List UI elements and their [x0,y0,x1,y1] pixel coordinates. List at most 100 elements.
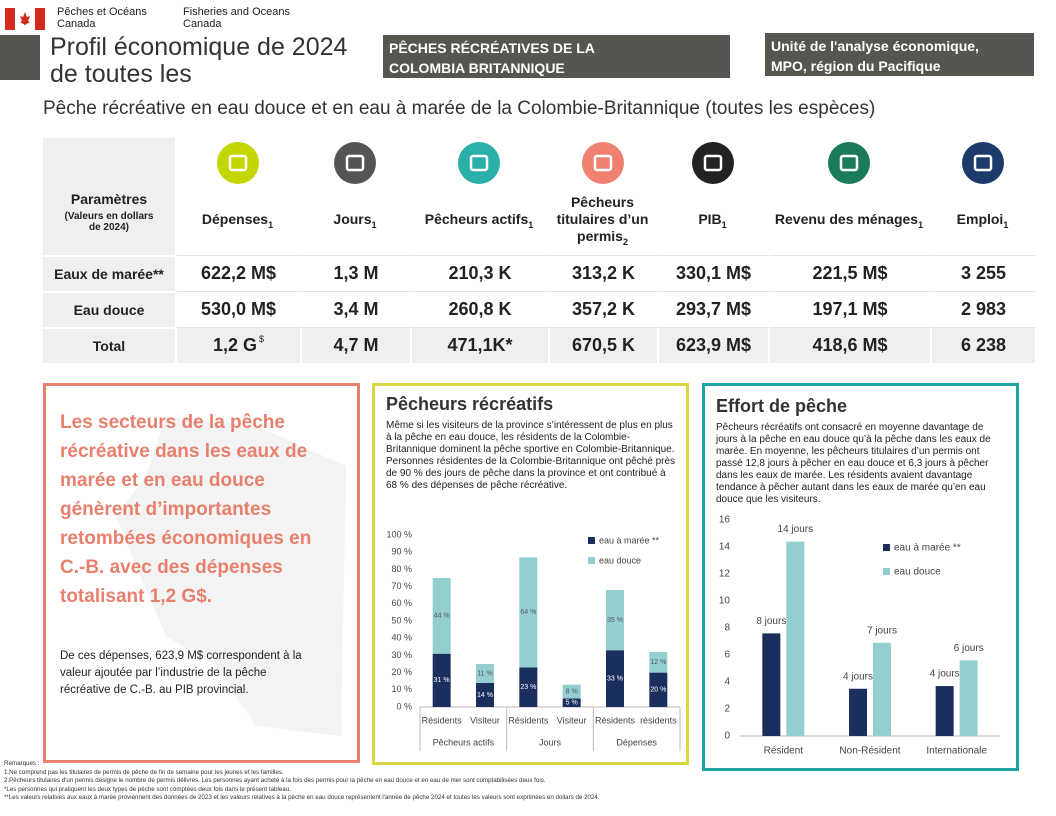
table-cell: 293,7 M$ [657,291,768,327]
flag [5,8,45,30]
cell-value: 2 983 [960,299,1007,319]
table-cell: 471,1K* [410,327,548,363]
table-cell: 530,0 M$ [175,291,300,327]
table-cell: 221,5 M$ [768,255,930,291]
title: Profil économique de 2024 de toutes les [50,34,347,88]
title-marker [0,35,40,80]
cell-value: 1,3 M [333,263,379,283]
column-label: Revenu des ménages [774,211,919,228]
cell-value: 670,5 K [571,335,636,355]
title-line: de toutes les [50,60,192,88]
column-header-text: Emploi1 [957,211,1009,234]
column-header: Emploi1 [930,190,1035,255]
cell-value: 197,1 M$ [812,299,888,319]
panel-text: Même si les visiteurs de la province s’i… [386,420,676,491]
column-sub: 1 [528,219,534,230]
column-header: PIB1 [657,190,768,255]
cell-value: 330,1 M$ [675,263,752,283]
panel-text: Pêcheurs récréatifs ont consacré en moye… [716,422,991,505]
banner-line: MPO, région du Pacifique [771,58,941,74]
column-header: Pêcheurs actifs1 [410,190,548,255]
logo-en: Fisheries and Oceans Canada [183,6,290,30]
column-header: Jours1 [300,190,410,255]
cell-value: 1,2 G [212,335,257,355]
table-cell: 1,2 G $ [175,327,300,363]
row-label: Eaux de marée** [43,255,175,291]
column-sub: 1 [721,219,727,230]
subtitle: Pêche récréative en eau douce et en eau … [43,98,876,119]
row-label: Eau douce [43,291,175,327]
table-corner: Paramètres (Valeurs en dollars de 2024) [43,138,175,255]
cell-value: 530,0 M$ [200,299,277,319]
logo-text: Fisheries and Oceans [183,6,290,18]
panel-title: Pêcheurs récréatifs [386,394,554,414]
column-icon [334,142,376,184]
table-cell: 623,9 M$ [657,327,768,363]
unit-banner: Unité de l'analyse économique, MPO, régio… [765,33,1034,76]
logo-text: Canada [183,18,222,30]
table-cell: 622,2 M$ [175,255,300,291]
column-label: Emploi [956,211,1004,228]
logo-text: Canada [57,18,96,30]
table-cell: 2 983 [930,291,1035,327]
banner: PÊCHES RÉCRÉATIVES DE LA COLOMBIA BRITANN… [383,35,730,78]
cell-value: 418,6 M$ [812,335,888,355]
panel-title: Effort de pêche [716,396,848,416]
table-cell: 260,8 K [410,291,548,327]
cell-value: 471,1K* [447,335,513,355]
column-sub: 1 [918,219,924,230]
table-cell: 210,3 K [410,255,548,291]
column-header: Revenu des ménages1 [768,190,930,255]
column-icon [458,142,500,184]
row-label: Total [43,327,175,363]
right-panel: Effort de pêche Pêcheurs récréatifs ont … [702,383,1019,771]
column-header: Pêcheurs titulaires d’un permis2 [548,190,657,255]
column-header-text: Dépenses1 [202,211,273,234]
column-header: Dépenses1 [175,190,300,255]
cell-value: 210,3 K [448,263,512,283]
left-panel: Les secteurs de la pêche récréative dans… [43,383,360,763]
banner-line: Unité de l'analyse économique, [771,38,979,54]
column-icon [216,142,259,184]
cell-value: 221,5 M$ [812,263,888,283]
table-cell: 3 255 [930,255,1035,291]
notes: Remarques : 1.Ne comprend pas les titula… [4,760,600,803]
note: *Les personnes qui pratiquent les deux t… [4,785,291,793]
corner-note: (Valeurs en dollars de 2024) [64,210,154,233]
column-header-text: Pêcheurs titulaires d’un permis2 [552,194,653,251]
cell-value: 357,2 K [571,299,636,319]
column-header-text: Pêcheurs actifs1 [425,211,534,234]
cell-value: 260,8 K [448,299,512,319]
column-sub: 1 [1003,219,1009,230]
table-cell: 4,7 M [300,327,410,363]
column-label: PIB [698,211,722,228]
column-sub: 1 [371,219,377,230]
note: 2.Pêcheurs titulaires d'un permis désign… [4,777,546,785]
table-cell: 418,6 M$ [768,327,930,363]
cell-value: 623,9 M$ [675,335,752,355]
cell-sup: $ [259,334,265,344]
banner-line: COLOMBIA BRITANNIQUE [389,60,565,76]
cell-value: 3,4 M [333,299,379,319]
table-cell: 6 238 [930,327,1035,363]
cell-value: 3 255 [960,263,1007,283]
column-sub: 2 [622,236,628,247]
cell-value: 4,7 M [333,335,379,355]
note: Remarques : [4,760,40,767]
column-icon [581,142,624,184]
note: **Les valeurs relatives aux eaux à marée… [4,794,600,802]
cell-value: 622,2 M$ [200,263,277,283]
title-line: Profil économique de 2024 [50,33,348,61]
column-label: Dépenses [201,211,269,228]
note: 1.Ne comprend pas les titulaires de perm… [4,768,284,776]
table-cell: 330,1 M$ [657,255,768,291]
column-header-text: Revenu des ménages1 [775,211,923,234]
table-cell: 357,2 K [548,291,657,327]
table-cell: 1,3 M [300,255,410,291]
column-header-text: Jours1 [333,211,376,234]
cell-value: 313,2 K [571,263,636,283]
column-label: Pêcheurs titulaires d’un permis [556,194,649,245]
banner-line: PÊCHES RÉCRÉATIVES DE LA [389,40,595,56]
column-label: Pêcheurs actifs [424,211,529,228]
